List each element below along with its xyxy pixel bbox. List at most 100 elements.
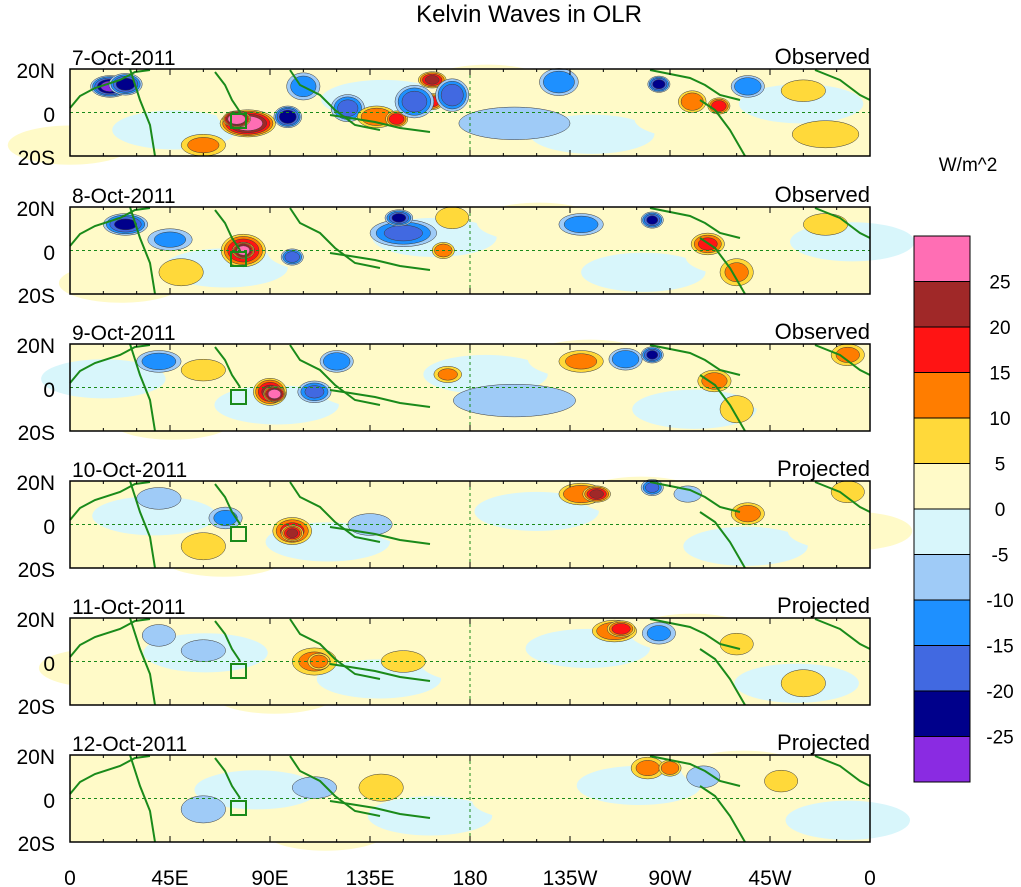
olr-anomaly-blob — [141, 352, 177, 370]
region-box-marker — [230, 113, 247, 129]
coastline — [214, 209, 241, 251]
olr-anomaly-blob — [194, 770, 319, 810]
coastline — [649, 755, 741, 787]
olr-anomaly-blob — [565, 353, 598, 370]
x-tick-label: 90E — [251, 867, 288, 887]
colorbar-swatch — [913, 645, 971, 692]
y-tick-label: 20N — [16, 609, 55, 632]
coastline — [69, 755, 151, 795]
panel-date: 7-Oct-2011 — [72, 47, 176, 70]
panel: 20N 0 20S 12-Oct-2011 Projected — [16, 730, 910, 856]
colorbar-swatch — [913, 463, 971, 510]
x-tick-label: 135W — [543, 867, 598, 887]
olr-anomaly-blob — [780, 669, 826, 698]
coastline — [214, 71, 241, 113]
olr-anomaly-blob — [440, 83, 464, 107]
region-box-marker — [230, 389, 247, 405]
olr-anomaly-blob — [180, 795, 226, 824]
y-tick-label: 0 — [43, 104, 55, 127]
olr-anomaly-blob — [652, 79, 666, 90]
coastline — [699, 374, 746, 432]
y-tick-label: 20N — [16, 198, 55, 221]
olr-anomaly-blob — [711, 100, 727, 112]
olr-anomaly-blob — [141, 624, 176, 647]
olr-anomaly-blob — [180, 358, 226, 382]
olr-anomaly-blob — [646, 215, 659, 225]
colorbar-label: 0 — [995, 500, 1006, 521]
olr-anomaly-blob — [263, 811, 388, 851]
olr-anomaly-blob — [458, 106, 571, 140]
colorbar-label: -5 — [992, 546, 1009, 567]
panel: 20N 0 20S 7-Oct-2011 Observed — [7, 44, 871, 170]
coastline — [69, 618, 151, 658]
coastline — [289, 207, 381, 269]
y-tick-label: 20N — [16, 335, 55, 358]
panel-label: Projected — [777, 593, 870, 618]
olr-anomaly-blob — [158, 258, 204, 287]
chart-title: Kelvin Waves in OLR — [416, 1, 642, 28]
coastline — [699, 648, 746, 706]
olr-anomaly-blob — [367, 796, 493, 836]
x-tick-label: 90W — [648, 867, 691, 887]
coastline — [329, 526, 431, 545]
panel-label: Projected — [777, 730, 870, 755]
colorbar-label: -20 — [986, 682, 1013, 703]
coastline — [69, 481, 151, 521]
olr-anomaly-blob — [136, 487, 182, 510]
coastline — [649, 207, 741, 239]
olr-anomaly-blob — [421, 644, 546, 684]
panel-date: 9-Oct-2011 — [72, 322, 176, 345]
y-tick-label: 20S — [18, 559, 55, 582]
olr-anomaly-blob — [563, 215, 599, 233]
colorbar-label: -25 — [986, 728, 1013, 749]
y-tick-label: 0 — [43, 379, 55, 402]
coastline — [69, 69, 151, 109]
olr-anomaly-blob — [611, 623, 631, 635]
coastline — [329, 114, 431, 133]
olr-anomaly-blob — [830, 480, 865, 503]
colorbar-swatch — [913, 417, 971, 464]
panel-label: Observed — [775, 182, 870, 207]
olr-anomaly-blob — [286, 528, 299, 538]
coastline — [649, 69, 741, 101]
coastline — [814, 207, 871, 239]
y-tick-label: 20N — [16, 60, 55, 83]
olr-anomaly-blob — [611, 350, 640, 369]
olr-anomaly-blob — [835, 346, 860, 363]
region-box-marker — [230, 800, 247, 816]
olr-anomaly-blob — [734, 505, 761, 523]
coastline — [329, 389, 431, 408]
colorbar-swatch — [913, 281, 971, 328]
y-tick-label: 0 — [43, 242, 55, 265]
coastline — [814, 481, 871, 513]
olr-anomaly-blob — [719, 632, 754, 656]
olr-anomaly-blob — [646, 625, 671, 642]
coastline — [289, 344, 381, 406]
y-tick-label: 20N — [16, 472, 55, 495]
coastline — [814, 618, 871, 650]
olr-anomaly-blob — [391, 213, 407, 223]
colorbar-label: 20 — [989, 318, 1010, 339]
colorbar-swatch — [913, 372, 971, 419]
olr-anomaly-blob — [589, 489, 604, 499]
coastline — [649, 618, 741, 650]
olr-anomaly-blob — [425, 75, 440, 85]
colorbar-swatch — [913, 508, 971, 555]
olr-anomaly-blob — [41, 359, 166, 399]
coastline — [649, 344, 741, 376]
panel-label: Observed — [775, 44, 870, 69]
colorbar-label: 10 — [989, 409, 1010, 430]
olr-anomaly-blob — [154, 231, 186, 248]
colorbar-label: -10 — [986, 591, 1013, 612]
colorbar-swatch — [913, 690, 971, 737]
olr-anomaly-blob — [738, 84, 864, 124]
x-tick-label: 135E — [345, 867, 394, 887]
olr-anomaly-blob — [267, 389, 282, 399]
olr-anomaly-blob — [401, 90, 428, 113]
panels-group: 20N 0 20S 7-Oct-2011 Observed 20N 0 20S 8-Oct-20… — [7, 44, 915, 856]
y-tick-label: 0 — [43, 653, 55, 676]
coastline — [69, 344, 151, 384]
olr-anomaly-blob — [736, 374, 862, 414]
panel: 20N 0 20S 11-Oct-2011 Projected — [16, 593, 871, 719]
